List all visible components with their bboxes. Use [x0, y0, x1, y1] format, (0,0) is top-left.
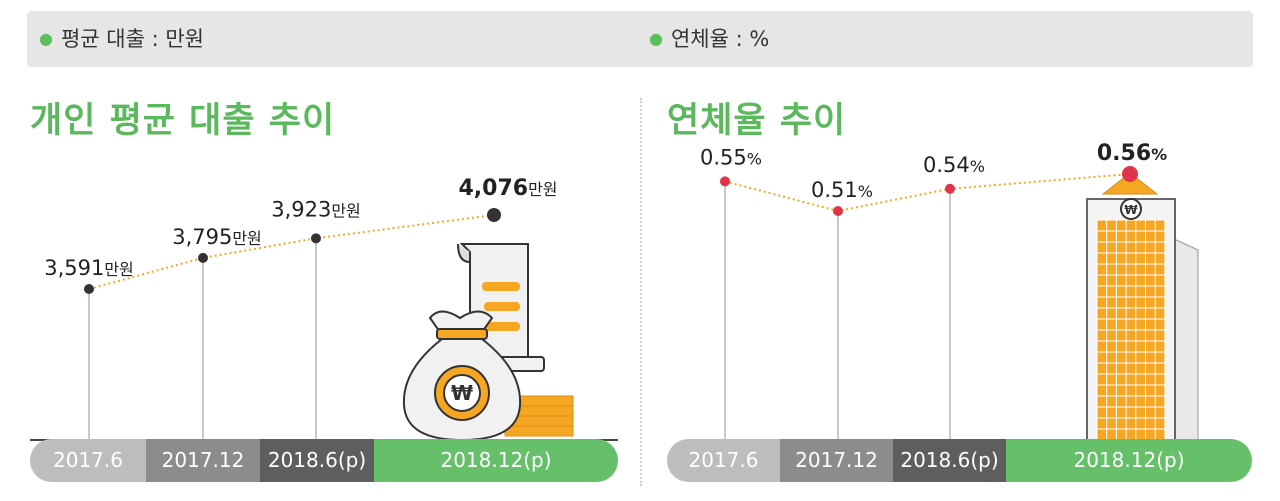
svg-text:₩: ₩ — [1124, 203, 1138, 217]
data-label-unit: 만원 — [331, 201, 360, 220]
data-label: 0.56% — [1097, 141, 1167, 166]
loan-chart-title: 개인 평균 대출 추이 — [30, 101, 336, 141]
bank-building-illustration: ₩ — [1033, 172, 1227, 441]
data-label-unit: 만원 — [528, 180, 557, 199]
section-divider — [640, 98, 642, 486]
data-label-unit: 만원 — [232, 229, 261, 248]
loan-period-axis: 2017.6 2017.12 2018.6(p) 2018.12(p) — [30, 439, 618, 482]
data-label-value: 0.51 — [811, 178, 858, 202]
data-label: 3,923만원 — [271, 197, 361, 221]
data-label: 3,591만원 — [44, 256, 134, 280]
data-label-value: 0.56 — [1097, 141, 1151, 166]
delinquency-chart-marks: 0.55%0.51%0.54%0.56% — [700, 141, 1167, 440]
period-label: 2018.6(p) — [260, 439, 374, 482]
data-label-unit: % — [1151, 145, 1167, 164]
data-label-value: 0.55 — [700, 145, 747, 169]
data-label: 3,795만원 — [172, 225, 262, 249]
series-line — [724, 173, 1131, 213]
series-line — [88, 214, 495, 290]
data-label-unit: 만원 — [104, 260, 133, 279]
data-label-value: 3,923 — [271, 197, 331, 221]
data-label: 0.51% — [811, 178, 873, 202]
money-bag-illustration: ₩ — [402, 243, 574, 442]
legend-loan-unit-text: 평균 대출 : 만원 — [60, 27, 204, 51]
period-label: 2017.6 — [667, 439, 780, 482]
data-point — [833, 206, 843, 216]
data-label-value: 4,076 — [458, 176, 528, 201]
unit-legend-bar: ● 평균 대출 : 만원 ● 연체율 : % — [27, 11, 1253, 67]
data-point — [1122, 166, 1138, 182]
period-label: 2017.6 — [30, 439, 146, 482]
data-label-unit: % — [747, 149, 762, 168]
money-bag-icon: ₩ — [402, 310, 522, 442]
data-label: 0.54% — [923, 153, 985, 177]
data-point — [720, 176, 730, 187]
bullet-icon: ● — [39, 29, 53, 48]
svg-text:₩: ₩ — [451, 381, 473, 405]
data-point — [84, 284, 94, 294]
data-label-value: 3,591 — [44, 256, 104, 280]
delinquency-period-axis: 2017.6 2017.12 2018.6(p) 2018.12(p) — [667, 439, 1252, 482]
data-point — [487, 208, 501, 222]
legend-loan-unit: ● 평균 대출 : 만원 — [39, 11, 204, 67]
period-label: 2018.12(p) — [374, 439, 618, 482]
period-label: 2017.12 — [146, 439, 260, 482]
data-label-unit: % — [858, 182, 873, 201]
data-point — [198, 252, 208, 263]
delinquency-chart-title: 연체율 추이 — [667, 101, 847, 141]
data-point — [311, 233, 321, 244]
data-label-value: 3,795 — [172, 225, 232, 249]
building-windows — [1096, 219, 1166, 441]
period-label: 2017.12 — [780, 439, 893, 482]
legend-delinquency-unit: ● 연체율 : % — [649, 11, 769, 67]
data-point — [945, 183, 955, 194]
data-label: 0.55% — [700, 145, 762, 169]
data-label-unit: % — [970, 157, 985, 176]
data-label: 4,076만원 — [458, 176, 557, 201]
data-label-value: 0.54 — [923, 153, 970, 177]
period-label: 2018.6(p) — [893, 439, 1006, 482]
legend-delinquency-unit-text: 연체율 : % — [670, 27, 770, 51]
bullet-icon: ● — [649, 29, 663, 48]
period-label: 2018.12(p) — [1006, 439, 1252, 482]
